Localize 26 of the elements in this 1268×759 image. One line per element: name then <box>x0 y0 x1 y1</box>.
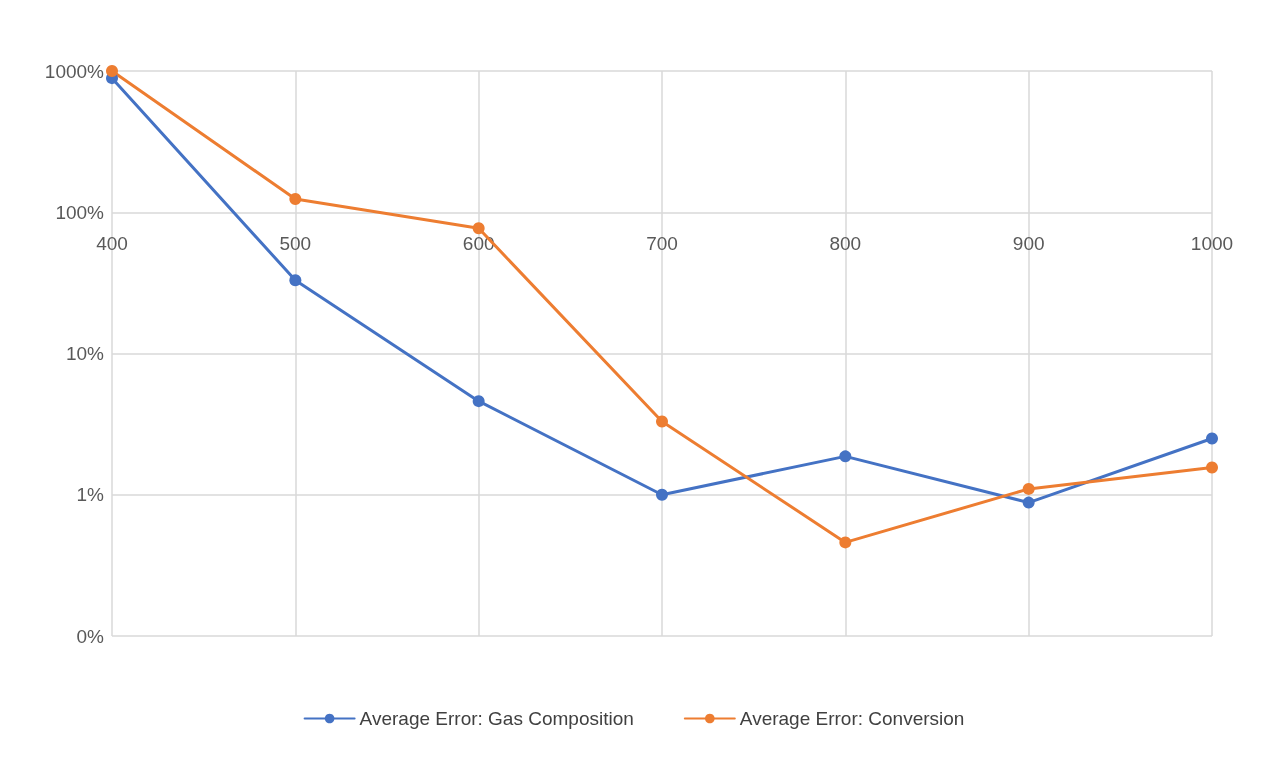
point <box>656 415 668 428</box>
point <box>106 65 118 77</box>
x-tick-label: 400 <box>96 233 128 255</box>
point <box>289 274 302 287</box>
point <box>1206 432 1218 445</box>
point <box>1022 496 1035 509</box>
y-tick-label: 0% <box>76 625 105 647</box>
x-tick-label: 800 <box>829 233 862 255</box>
point <box>656 488 668 501</box>
y-tick-label: 100% <box>55 201 105 223</box>
point <box>472 395 485 408</box>
y-tick-label: 10% <box>65 343 105 364</box>
point <box>472 222 485 235</box>
legend-label: Average Error: Gas Composition <box>359 708 634 729</box>
x-tick-label: 900 <box>1012 233 1045 255</box>
point <box>839 536 852 549</box>
point <box>1022 482 1035 495</box>
point <box>839 450 852 463</box>
x-tick-label: 700 <box>646 233 678 255</box>
y-tick-label: 1000% <box>44 60 105 82</box>
x-tick-label: 1000 <box>1190 233 1234 255</box>
point <box>1206 461 1218 474</box>
point <box>289 193 302 206</box>
x-tick-label: 500 <box>279 233 312 255</box>
legend-label: Average Error: Conversion <box>739 708 965 729</box>
y-tick-label: 1% <box>76 484 105 506</box>
